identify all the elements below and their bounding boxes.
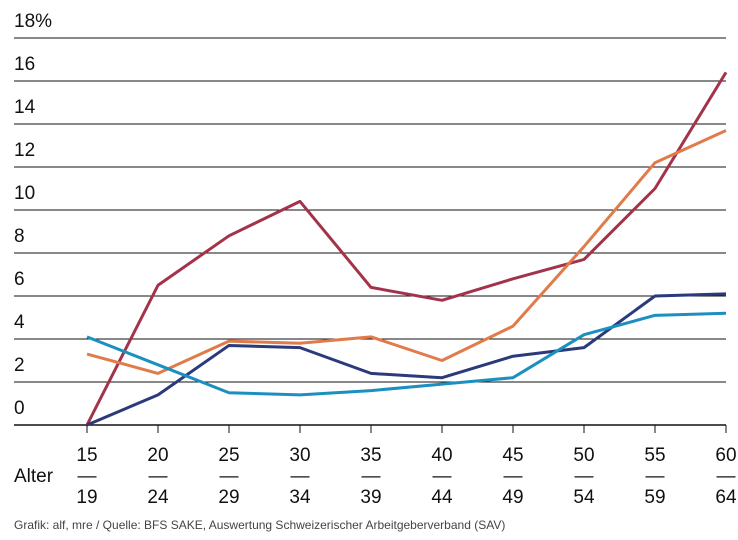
x-tick-label: 64 xyxy=(715,487,737,508)
y-tick-label: 12 xyxy=(14,140,35,161)
x-tick-label: 15 xyxy=(76,445,97,466)
x-tick-label: — xyxy=(78,466,97,487)
y-tick-label: 18% xyxy=(14,11,52,32)
x-tick-label: 39 xyxy=(360,487,381,508)
x-tick-label: — xyxy=(362,466,381,487)
y-tick-label: 16 xyxy=(14,54,35,75)
source-note: Grafik: alf, mre / Quelle: BFS SAKE, Aus… xyxy=(14,518,505,532)
x-tick-label: 30 xyxy=(289,445,310,466)
x-tick-label: 40 xyxy=(431,445,452,466)
x-tick-label: 25 xyxy=(218,445,239,466)
x-tick-label: — xyxy=(575,466,594,487)
x-tick-label: 19 xyxy=(76,487,97,508)
x-tick-label: 29 xyxy=(218,487,239,508)
series-line xyxy=(85,71,728,426)
y-tick-label: 4 xyxy=(14,312,25,333)
y-tick-label: 0 xyxy=(14,398,25,419)
x-tick-label: 34 xyxy=(289,487,311,508)
x-tick-label: 50 xyxy=(573,445,594,466)
x-tick-label: 20 xyxy=(147,445,168,466)
x-tick-label: — xyxy=(291,466,310,487)
x-tick-label: — xyxy=(220,466,239,487)
series-line xyxy=(86,311,727,397)
x-tick-label: — xyxy=(433,466,452,487)
x-tick-label: 24 xyxy=(147,487,169,508)
y-tick-label: 14 xyxy=(14,97,36,118)
x-tick-label: 49 xyxy=(502,487,523,508)
x-tick-label: 35 xyxy=(360,445,381,466)
x-tick-label: — xyxy=(149,466,168,487)
series-line xyxy=(86,292,727,427)
x-tick-label: — xyxy=(646,466,665,487)
x-tick-label: 45 xyxy=(502,445,523,466)
x-axis-label: Alter xyxy=(14,466,54,487)
x-tick-label: 44 xyxy=(431,487,453,508)
y-tick-label: 8 xyxy=(14,226,25,247)
x-tick-label: — xyxy=(717,466,736,487)
x-tick-label: 60 xyxy=(715,445,736,466)
y-tick-label: 6 xyxy=(14,269,25,290)
series-line xyxy=(86,129,727,375)
x-tick-label: 55 xyxy=(644,445,665,466)
x-tick-label: 54 xyxy=(573,487,595,508)
x-tick-label: — xyxy=(504,466,523,487)
y-tick-label: 2 xyxy=(14,355,25,376)
y-tick-label: 10 xyxy=(14,183,35,204)
x-tick-label: 59 xyxy=(644,487,665,508)
